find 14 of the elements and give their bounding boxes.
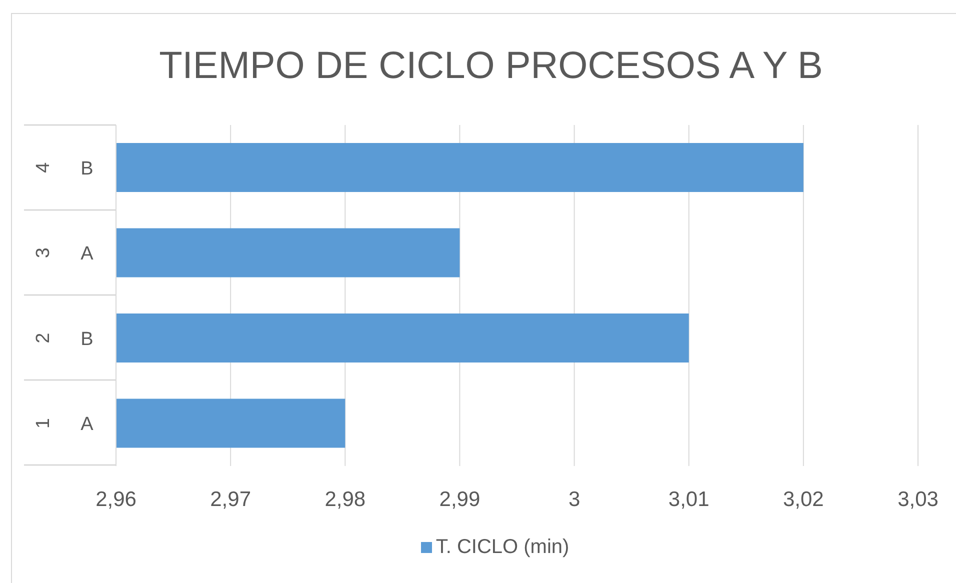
x-tick-label: 2,96 (96, 488, 136, 511)
x-tick-label: 2,97 (210, 488, 252, 511)
legend-label: T. CICLO (min) (436, 536, 570, 558)
x-tick-label: 2,99 (439, 488, 480, 511)
category-label: 4 B (32, 158, 94, 180)
category-label: 3 A (32, 244, 94, 265)
category-label: 1 A (32, 414, 94, 436)
x-tick-label: 3,02 (782, 488, 824, 511)
x-tick-label: 3,01 (668, 488, 710, 511)
x-tick-label: 3,03 (898, 488, 938, 511)
chart-title: TIEMPO DE CICLO PROCESOS A Y B (158, 45, 824, 87)
x-tick-label: 2,98 (324, 488, 366, 511)
x-tick-label: 3 (568, 488, 580, 511)
category-label: 2 B (32, 328, 94, 350)
